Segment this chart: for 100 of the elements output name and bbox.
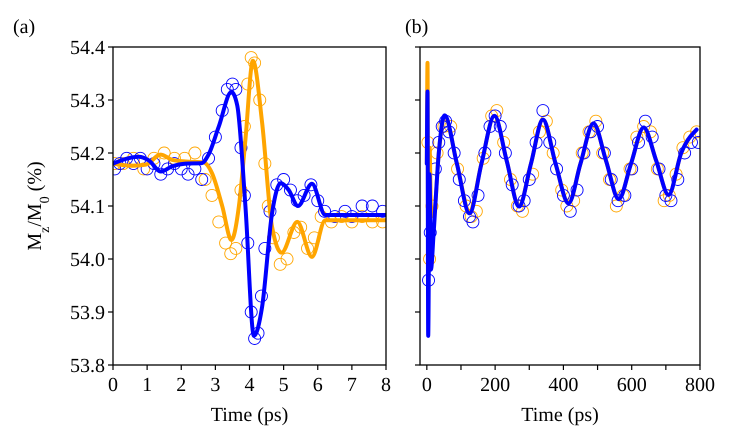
point xyxy=(632,136,645,149)
point xyxy=(208,130,222,144)
point xyxy=(556,188,570,202)
point xyxy=(356,200,369,212)
x-tick-label: 1 xyxy=(142,374,152,396)
point xyxy=(287,226,300,239)
point xyxy=(134,152,147,165)
point xyxy=(612,194,624,208)
point xyxy=(685,136,698,149)
point xyxy=(422,274,435,287)
point xyxy=(638,114,652,128)
point xyxy=(610,200,623,212)
point xyxy=(442,125,456,138)
y-tick-label: 54.2 xyxy=(70,143,105,165)
x-tick-label: 0 xyxy=(108,374,118,396)
point xyxy=(244,51,258,64)
point xyxy=(202,152,215,165)
point xyxy=(277,173,290,186)
point xyxy=(224,247,238,260)
point xyxy=(244,306,258,318)
chart-title: (a) xyxy=(13,16,36,38)
point xyxy=(220,82,234,96)
x-tick-label: 7 xyxy=(346,374,357,396)
point xyxy=(536,104,550,118)
point xyxy=(137,162,150,176)
point xyxy=(659,188,672,202)
point xyxy=(264,204,276,218)
point xyxy=(646,130,659,144)
point xyxy=(216,104,229,118)
y-tick-label: 54.4 xyxy=(70,37,105,59)
x-tick-label: 800 xyxy=(685,374,715,396)
y-tick-label: 54.3 xyxy=(70,90,105,112)
point xyxy=(161,162,174,176)
point xyxy=(518,194,531,208)
point xyxy=(488,109,502,122)
point xyxy=(219,236,232,250)
point xyxy=(274,258,287,271)
point xyxy=(284,184,297,197)
x-tick-label: 4 xyxy=(244,374,254,396)
x-tick-label: 5 xyxy=(278,374,289,396)
point xyxy=(206,188,218,202)
x-tick-label: 0 xyxy=(422,374,432,396)
point xyxy=(452,173,466,186)
point xyxy=(226,78,239,91)
point xyxy=(439,114,452,128)
point xyxy=(494,120,507,133)
x-tick-label: 200 xyxy=(480,374,510,396)
point xyxy=(318,204,332,218)
point xyxy=(671,173,684,186)
point xyxy=(258,242,272,255)
point xyxy=(432,136,446,149)
x-tick-label: 2 xyxy=(176,374,186,396)
y-tick-label: 53.9 xyxy=(70,302,105,324)
x-tick-label: 400 xyxy=(548,374,578,396)
point xyxy=(530,136,543,149)
point xyxy=(458,194,471,208)
point xyxy=(564,204,577,218)
point xyxy=(472,188,484,202)
point xyxy=(506,178,519,192)
point xyxy=(658,194,671,208)
point xyxy=(591,120,604,133)
point xyxy=(550,162,564,176)
y-tick-label: 53.8 xyxy=(70,355,105,377)
point xyxy=(451,162,464,176)
point xyxy=(253,94,266,106)
x-axis-title: Time (ps) xyxy=(210,404,288,426)
point xyxy=(498,146,512,160)
y-tick-label: 54.1 xyxy=(70,196,105,218)
x-axis-title: Time (ps) xyxy=(521,404,599,426)
point xyxy=(338,204,352,218)
point xyxy=(466,215,480,228)
point xyxy=(280,252,294,266)
point xyxy=(298,188,311,202)
point xyxy=(154,168,168,181)
point xyxy=(304,178,318,192)
point xyxy=(229,242,242,255)
point xyxy=(484,120,496,133)
point xyxy=(664,194,678,208)
point xyxy=(212,215,226,228)
point xyxy=(683,130,696,144)
point xyxy=(188,146,202,160)
point xyxy=(248,56,262,70)
point xyxy=(254,290,268,303)
point xyxy=(570,184,584,197)
point xyxy=(270,178,284,192)
point xyxy=(543,136,556,149)
point xyxy=(366,200,379,212)
point xyxy=(294,220,308,234)
y-tick-label: 54.0 xyxy=(70,249,105,271)
point xyxy=(490,104,504,118)
chart-title: (b) xyxy=(405,16,428,38)
point xyxy=(448,146,461,160)
point xyxy=(589,114,602,128)
point xyxy=(195,173,208,186)
point xyxy=(182,168,195,181)
point xyxy=(113,157,126,170)
point xyxy=(258,157,272,170)
point xyxy=(676,141,690,154)
point xyxy=(560,200,574,212)
point xyxy=(120,152,134,165)
